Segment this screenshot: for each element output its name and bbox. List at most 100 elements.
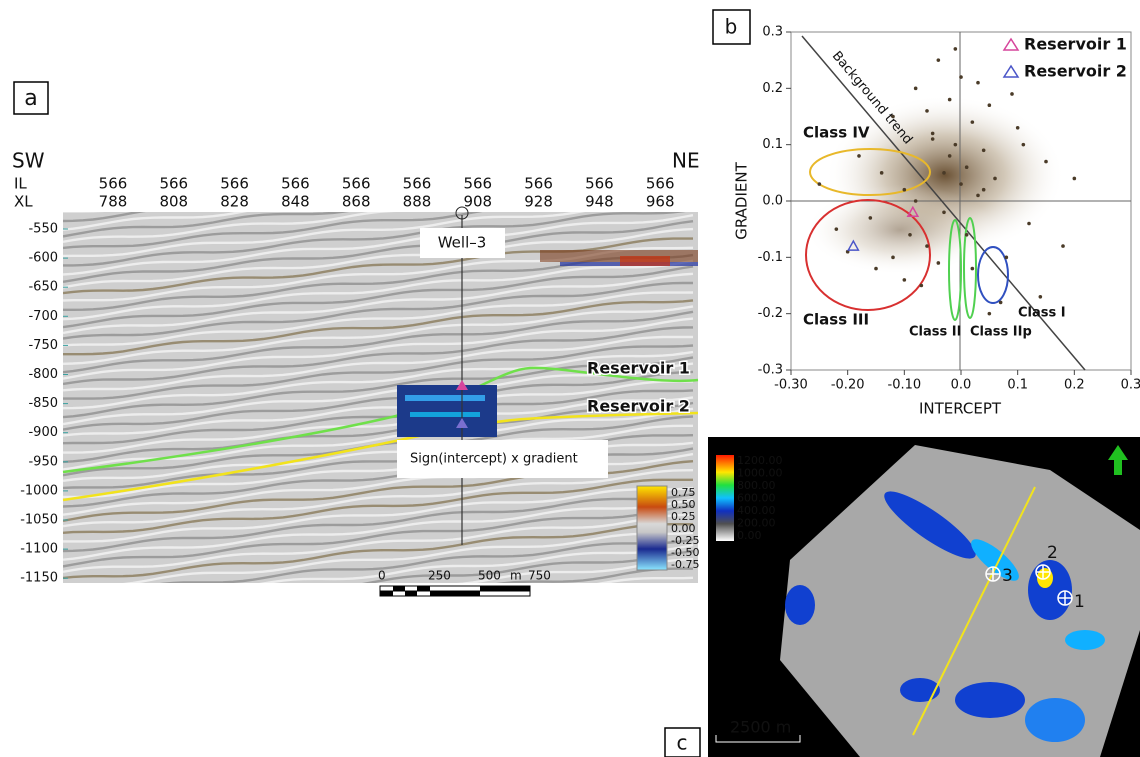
- scatter-point: [1027, 221, 1031, 226]
- crossline-label: 868: [342, 193, 371, 211]
- scale-bar: [715, 735, 801, 743]
- scatter-point: [1038, 294, 1043, 299]
- crossline-label: 928: [524, 193, 553, 211]
- inset-attribute: [405, 395, 485, 401]
- seismic-reflector: [63, 212, 586, 258]
- scatter-point: [947, 154, 952, 158]
- class-ellipse: [977, 246, 1009, 304]
- background-trend-line: [801, 35, 1086, 371]
- crossline-label: 908: [463, 193, 492, 211]
- seismic-reflector: [63, 212, 397, 243]
- scatter-point: [959, 75, 963, 79]
- scatter-point: [1010, 92, 1014, 96]
- amplitude-blobs: [785, 491, 1105, 742]
- colorbar-label: 400.00: [737, 504, 776, 517]
- class-ellipse: [809, 148, 931, 196]
- well-label: 1: [1074, 592, 1085, 612]
- depth-tick-label: -800: [28, 367, 58, 382]
- seismic-reflector: [63, 310, 694, 374]
- inline-label: 566: [159, 175, 188, 193]
- seismic-reflector: [159, 538, 694, 583]
- colorbar-label: -0.50: [671, 546, 699, 559]
- scale-label: 250: [428, 569, 451, 583]
- scatter-point: [925, 109, 929, 113]
- well-label: 2: [1047, 543, 1058, 563]
- reservoir-marker: [906, 205, 920, 218]
- y-tick-label: 0.3: [762, 25, 783, 40]
- scatter-point: [970, 120, 975, 124]
- seismic-reflector: [63, 237, 693, 295]
- scatter-point: [817, 182, 822, 186]
- seismic-reflector: [596, 576, 694, 583]
- scatter-point: [942, 210, 946, 215]
- seismic-reflector: [63, 212, 686, 267]
- x-tick-label: 0.2: [1064, 378, 1085, 393]
- horizon-label: Reservoir 1: [587, 359, 690, 378]
- well-head: [455, 206, 469, 220]
- seismic-reflector: [63, 396, 694, 454]
- scatter-point: [987, 311, 992, 316]
- y-tick-label: 0.0: [762, 194, 783, 209]
- seismic-reflector: [63, 523, 694, 580]
- seismic-reflector: [63, 350, 694, 410]
- inline-label: 566: [99, 175, 128, 193]
- seismic-reflector: [63, 212, 483, 250]
- scatter-point: [942, 171, 946, 175]
- scatter-point: [1004, 255, 1009, 260]
- depth-tick-label: -900: [28, 425, 58, 440]
- row-label: XL: [14, 193, 33, 211]
- seismic-reflector: [63, 305, 694, 365]
- scatter-point: [964, 233, 969, 237]
- scatter-point: [976, 193, 980, 198]
- panel-a: a SW NE IL XL Well–3 Reservoir 1 Reservo…: [12, 81, 700, 597]
- colorbar-label: 0.00: [671, 522, 696, 535]
- scatter-point: [936, 261, 941, 265]
- scatter-point: [998, 300, 1003, 305]
- annotation: Class II: [909, 325, 961, 340]
- inset-caption-box: [397, 440, 608, 478]
- y-tick-label: 0.1: [762, 137, 783, 152]
- bright-zone: [540, 250, 698, 266]
- scale-label: 750: [528, 569, 551, 583]
- scatter-point: [981, 187, 986, 192]
- inset-caption: Sign(intercept) x gradient: [410, 452, 578, 467]
- well-top-marker: [456, 418, 468, 428]
- seismic-reflector: [63, 265, 694, 329]
- inset-attribute: [410, 412, 480, 417]
- scatter-point: [953, 142, 958, 147]
- seismic-reflector: [63, 227, 694, 289]
- class-ellipse: [948, 219, 962, 321]
- panel-label: c: [677, 731, 688, 755]
- well-top-marker: [456, 380, 468, 390]
- seismic-reflector: [63, 513, 694, 573]
- colorbar-label: 0.75: [671, 486, 696, 499]
- colorbar-label: -0.25: [671, 534, 699, 547]
- seismic-reflector: [63, 370, 694, 431]
- colorbar-label: -0.75: [671, 558, 699, 571]
- scatter-point: [902, 187, 907, 192]
- colorbar: [716, 455, 734, 541]
- scatter-point: [976, 80, 980, 85]
- depth-tick-label: -750: [28, 338, 58, 353]
- inline-label: 566: [281, 175, 310, 193]
- seismic-reflector: [456, 558, 694, 583]
- scatter-point: [913, 86, 918, 91]
- scatter-point: [993, 176, 997, 181]
- y-tick-label: -0.1: [758, 250, 783, 265]
- crossline-label: 828: [220, 193, 249, 211]
- depth-tick-label: -600: [28, 251, 58, 266]
- seismic-reflector: [63, 299, 694, 356]
- inline-label: 566: [403, 175, 432, 193]
- scatter-point: [891, 114, 895, 119]
- scale-bar: [379, 585, 531, 597]
- colorbar-label: 1000.00: [737, 467, 783, 480]
- x-tick-label: -0.20: [831, 378, 865, 393]
- seismic-reflector: [259, 543, 694, 583]
- x-tick-label: -0.30: [774, 378, 808, 393]
- colorbar: [636, 485, 668, 571]
- well-label: 3: [1002, 566, 1013, 586]
- seismic-reflector: [63, 344, 694, 400]
- scatter-point: [959, 182, 963, 186]
- seismic-reflector: [63, 212, 350, 238]
- seismic-reflector: [63, 272, 694, 335]
